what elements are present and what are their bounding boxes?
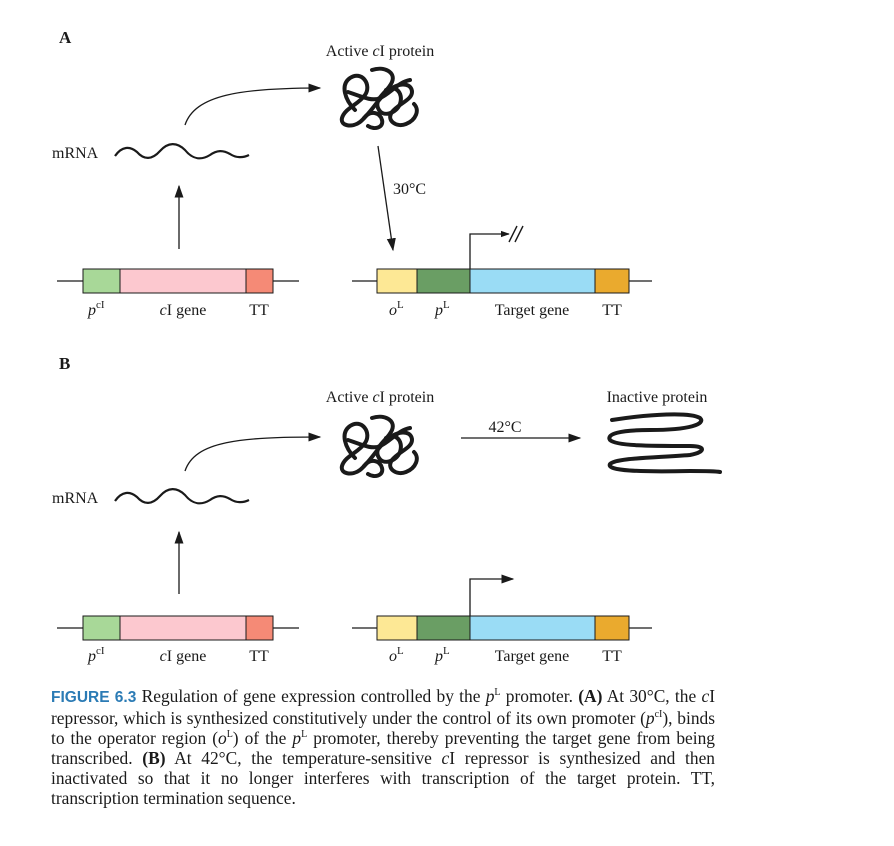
terminator-box-a bbox=[245, 268, 274, 294]
promoter-pl-label-a: pL bbox=[434, 299, 450, 319]
translation-arrow-b bbox=[184, 432, 322, 472]
target-gene-label-a: Target gene bbox=[495, 302, 570, 319]
temperature-label-b: 42°C bbox=[488, 419, 521, 436]
operator-label-a: oL bbox=[389, 299, 404, 319]
operator-box-a bbox=[376, 268, 418, 294]
terminator-box-right-b bbox=[594, 615, 630, 641]
promoter-pci-label-b: pcI bbox=[87, 645, 105, 665]
mrna-label-b: mRNA bbox=[52, 490, 99, 507]
repressor-binding-arrow-a bbox=[377, 145, 396, 252]
mrna-wave-b bbox=[114, 488, 250, 505]
figure-caption: FIGURE 6.3 Regulation of gene expression… bbox=[51, 686, 715, 808]
blocked-transcription-arrow-a bbox=[469, 230, 510, 269]
promoter-pl-box-b bbox=[416, 615, 471, 641]
active-transcription-arrow-b bbox=[469, 574, 515, 616]
target-construct-b: oL pL Target gene TT bbox=[352, 574, 652, 665]
ci-gene-label-a: cI gene bbox=[160, 302, 207, 319]
promoter-pl-label-b: pL bbox=[434, 645, 450, 665]
terminator-label-right-a: TT bbox=[602, 302, 622, 319]
terminator-label-left-a: TT bbox=[249, 302, 269, 319]
operator-label-b: oL bbox=[389, 645, 404, 665]
terminator-label-right-b: TT bbox=[602, 648, 622, 665]
promoter-pci-label-a: pcI bbox=[87, 299, 105, 319]
terminator-label-left-b: TT bbox=[249, 648, 269, 665]
inactive-protein-unfolded-b bbox=[607, 412, 722, 474]
target-gene-box-b bbox=[469, 615, 596, 641]
mrna-wave-a bbox=[114, 143, 250, 160]
terminator-box-b bbox=[245, 615, 274, 641]
promoter-pci-box-b bbox=[82, 615, 121, 641]
active-protein-tangle-b bbox=[339, 414, 419, 478]
ci-gene-label-b: cI gene bbox=[160, 648, 207, 665]
mrna-label-a: mRNA bbox=[52, 145, 99, 162]
ci-gene-box-a bbox=[119, 268, 247, 294]
panel-letter-a: A bbox=[59, 28, 72, 47]
translation-arrow-a bbox=[184, 83, 322, 126]
ci-construct-b: pcI cI gene TT bbox=[57, 615, 299, 665]
active-protein-tangle-a bbox=[339, 66, 419, 130]
active-protein-label-a: Active cI protein bbox=[326, 43, 434, 60]
figure-diagram: A Active cI protein mRNA 30°C pcI cI gen… bbox=[52, 28, 722, 665]
ci-construct-a: pcI cI gene TT bbox=[57, 268, 299, 319]
operator-box-b bbox=[376, 615, 418, 641]
promoter-pl-box-a bbox=[416, 268, 471, 294]
active-protein-label-b: Active cI protein bbox=[326, 389, 434, 406]
target-gene-label-b: Target gene bbox=[495, 648, 570, 665]
ci-gene-box-b bbox=[119, 615, 247, 641]
target-gene-box-a bbox=[469, 268, 596, 294]
temperature-label-a: 30°C bbox=[393, 181, 426, 198]
inactive-protein-label-b: Inactive protein bbox=[607, 389, 708, 406]
panel-a: A Active cI protein mRNA 30°C pcI cI gen… bbox=[52, 28, 652, 319]
panel-b: B Active cI protein Inactive protein mRN… bbox=[52, 354, 722, 665]
panel-letter-b: B bbox=[59, 354, 70, 373]
target-construct-a: oL pL Target gene TT bbox=[352, 225, 652, 319]
figure-tag: FIGURE 6.3 bbox=[51, 689, 137, 706]
terminator-box-right-a bbox=[594, 268, 630, 294]
promoter-pci-box-a bbox=[82, 268, 121, 294]
